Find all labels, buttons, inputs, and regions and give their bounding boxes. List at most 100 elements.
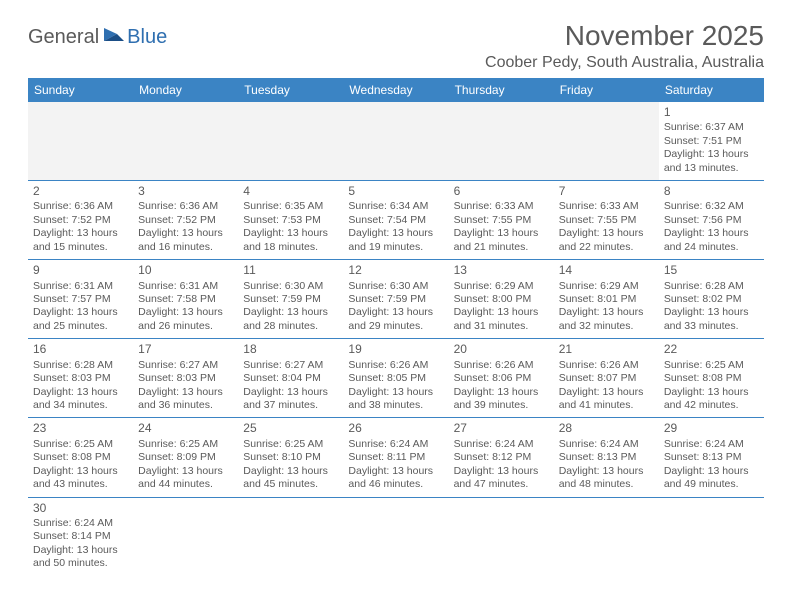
- flag-icon: [103, 26, 125, 49]
- calendar-page: General Blue November 2025 Coober Pedy, …: [0, 0, 792, 596]
- day-number: 22: [664, 342, 759, 357]
- day-number: 18: [243, 342, 338, 357]
- sunset-text: Sunset: 8:13 PM: [664, 451, 759, 464]
- daylight-text: Daylight: 13 hours and 34 minutes.: [33, 386, 128, 413]
- calendar-day: 24Sunrise: 6:25 AMSunset: 8:09 PMDayligh…: [133, 418, 238, 497]
- day-number: 28: [559, 421, 654, 436]
- daylight-text: Daylight: 13 hours and 39 minutes.: [454, 386, 549, 413]
- calendar-empty: [238, 102, 343, 181]
- daylight-text: Daylight: 13 hours and 49 minutes.: [664, 465, 759, 492]
- sunset-text: Sunset: 8:14 PM: [33, 530, 128, 543]
- calendar-day: 22Sunrise: 6:25 AMSunset: 8:08 PMDayligh…: [659, 339, 764, 418]
- sunset-text: Sunset: 7:54 PM: [348, 214, 443, 227]
- day-number: 25: [243, 421, 338, 436]
- calendar-table: SundayMondayTuesdayWednesdayThursdayFrid…: [28, 78, 764, 576]
- day-header: Friday: [554, 78, 659, 102]
- daylight-text: Daylight: 13 hours and 21 minutes.: [454, 227, 549, 254]
- daylight-text: Daylight: 13 hours and 16 minutes.: [138, 227, 233, 254]
- day-number: 24: [138, 421, 233, 436]
- sunrise-text: Sunrise: 6:27 AM: [138, 359, 233, 372]
- daylight-text: Daylight: 13 hours and 36 minutes.: [138, 386, 233, 413]
- calendar-day: 17Sunrise: 6:27 AMSunset: 8:03 PMDayligh…: [133, 339, 238, 418]
- calendar-day: 14Sunrise: 6:29 AMSunset: 8:01 PMDayligh…: [554, 260, 659, 339]
- sunrise-text: Sunrise: 6:36 AM: [138, 200, 233, 213]
- sunset-text: Sunset: 7:58 PM: [138, 293, 233, 306]
- sunset-text: Sunset: 7:55 PM: [454, 214, 549, 227]
- daylight-text: Daylight: 13 hours and 45 minutes.: [243, 465, 338, 492]
- calendar-week: 9Sunrise: 6:31 AMSunset: 7:57 PMDaylight…: [28, 260, 764, 339]
- calendar-day: 11 Sunrise: 6:30 AMSunset: 7:59 PMDayligh…: [238, 260, 343, 339]
- sunrise-text: Sunrise: 6:37 AM: [664, 121, 759, 134]
- calendar-day: 3Sunrise: 6:36 AMSunset: 7:52 PMDaylight…: [133, 181, 238, 260]
- calendar-week: 30Sunrise: 6:24 AMSunset: 8:14 PMDayligh…: [28, 497, 764, 576]
- sunset-text: Sunset: 7:53 PM: [243, 214, 338, 227]
- sunrise-text: Sunrise: 6:34 AM: [348, 200, 443, 213]
- calendar-day: 6Sunrise: 6:33 AMSunset: 7:55 PMDaylight…: [449, 181, 554, 260]
- daylight-text: Daylight: 13 hours and 22 minutes.: [559, 227, 654, 254]
- sunrise-text: Sunrise: 6:26 AM: [454, 359, 549, 372]
- day-header: Sunday: [28, 78, 133, 102]
- day-number: 13: [454, 263, 549, 278]
- sunrise-text: Sunrise: 6:30 AM: [243, 280, 338, 293]
- calendar-day: 29Sunrise: 6:24 AMSunset: 8:13 PMDayligh…: [659, 418, 764, 497]
- daylight-text: Daylight: 13 hours and 41 minutes.: [559, 386, 654, 413]
- sunset-text: Sunset: 8:10 PM: [243, 451, 338, 464]
- day-header: Monday: [133, 78, 238, 102]
- logo: General Blue: [28, 26, 167, 49]
- day-header: Thursday: [449, 78, 554, 102]
- calendar-head: SundayMondayTuesdayWednesdayThursdayFrid…: [28, 78, 764, 102]
- daylight-text: Daylight: 13 hours and 28 minutes.: [243, 306, 338, 333]
- day-number: 6: [454, 184, 549, 199]
- day-number: 26: [348, 421, 443, 436]
- daylight-text: Daylight: 13 hours and 50 minutes.: [33, 544, 128, 571]
- sunset-text: Sunset: 7:55 PM: [559, 214, 654, 227]
- daylight-text: Daylight: 13 hours and 25 minutes.: [33, 306, 128, 333]
- sunset-text: Sunset: 8:03 PM: [33, 372, 128, 385]
- calendar-day: 19Sunrise: 6:26 AMSunset: 8:05 PMDayligh…: [343, 339, 448, 418]
- daylight-text: Daylight: 13 hours and 44 minutes.: [138, 465, 233, 492]
- calendar-empty: [28, 102, 133, 181]
- calendar-day: 5Sunrise: 6:34 AMSunset: 7:54 PMDaylight…: [343, 181, 448, 260]
- calendar-day: 30Sunrise: 6:24 AMSunset: 8:14 PMDayligh…: [28, 497, 133, 576]
- calendar-day: 25Sunrise: 6:25 AMSunset: 8:10 PMDayligh…: [238, 418, 343, 497]
- daylight-text: Daylight: 13 hours and 38 minutes.: [348, 386, 443, 413]
- daylight-text: Daylight: 13 hours and 19 minutes.: [348, 227, 443, 254]
- sunrise-text: Sunrise: 6:35 AM: [243, 200, 338, 213]
- calendar-day: 23Sunrise: 6:25 AMSunset: 8:08 PMDayligh…: [28, 418, 133, 497]
- calendar-day: 13Sunrise: 6:29 AMSunset: 8:00 PMDayligh…: [449, 260, 554, 339]
- calendar-day: 8Sunrise: 6:32 AMSunset: 7:56 PMDaylight…: [659, 181, 764, 260]
- day-number: 3: [138, 184, 233, 199]
- calendar-day: 21Sunrise: 6:26 AMSunset: 8:07 PMDayligh…: [554, 339, 659, 418]
- sunrise-text: Sunrise: 6:24 AM: [33, 517, 128, 530]
- calendar-empty: [449, 102, 554, 181]
- day-number: 20: [454, 342, 549, 357]
- sunrise-text: Sunrise: 6:31 AM: [33, 280, 128, 293]
- sunrise-text: Sunrise: 6:29 AM: [559, 280, 654, 293]
- calendar-day: 27Sunrise: 6:24 AMSunset: 8:12 PMDayligh…: [449, 418, 554, 497]
- daylight-text: Daylight: 13 hours and 32 minutes.: [559, 306, 654, 333]
- sunrise-text: Sunrise: 6:36 AM: [33, 200, 128, 213]
- calendar-day: 10Sunrise: 6:31 AMSunset: 7:58 PMDayligh…: [133, 260, 238, 339]
- sunset-text: Sunset: 7:59 PM: [243, 293, 338, 306]
- day-number: 29: [664, 421, 759, 436]
- calendar-week: 23Sunrise: 6:25 AMSunset: 8:08 PMDayligh…: [28, 418, 764, 497]
- calendar-day: 15Sunrise: 6:28 AMSunset: 8:02 PMDayligh…: [659, 260, 764, 339]
- day-number: 2: [33, 184, 128, 199]
- day-number: 16: [33, 342, 128, 357]
- logo-text-general: General: [28, 26, 99, 49]
- sunset-text: Sunset: 7:52 PM: [138, 214, 233, 227]
- day-number: 5: [348, 184, 443, 199]
- sunset-text: Sunset: 8:01 PM: [559, 293, 654, 306]
- daylight-text: Daylight: 13 hours and 29 minutes.: [348, 306, 443, 333]
- sunrise-text: Sunrise: 6:24 AM: [559, 438, 654, 451]
- sunrise-text: Sunrise: 6:24 AM: [454, 438, 549, 451]
- day-number: 11: [243, 263, 338, 278]
- calendar-day: 12Sunrise: 6:30 AMSunset: 7:59 PMDayligh…: [343, 260, 448, 339]
- calendar-day: 4Sunrise: 6:35 AMSunset: 7:53 PMDaylight…: [238, 181, 343, 260]
- sunrise-text: Sunrise: 6:27 AM: [243, 359, 338, 372]
- day-number: 9: [33, 263, 128, 278]
- calendar-day: 2Sunrise: 6:36 AMSunset: 7:52 PMDaylight…: [28, 181, 133, 260]
- daylight-text: Daylight: 13 hours and 46 minutes.: [348, 465, 443, 492]
- daylight-text: Daylight: 13 hours and 33 minutes.: [664, 306, 759, 333]
- sunrise-text: Sunrise: 6:25 AM: [33, 438, 128, 451]
